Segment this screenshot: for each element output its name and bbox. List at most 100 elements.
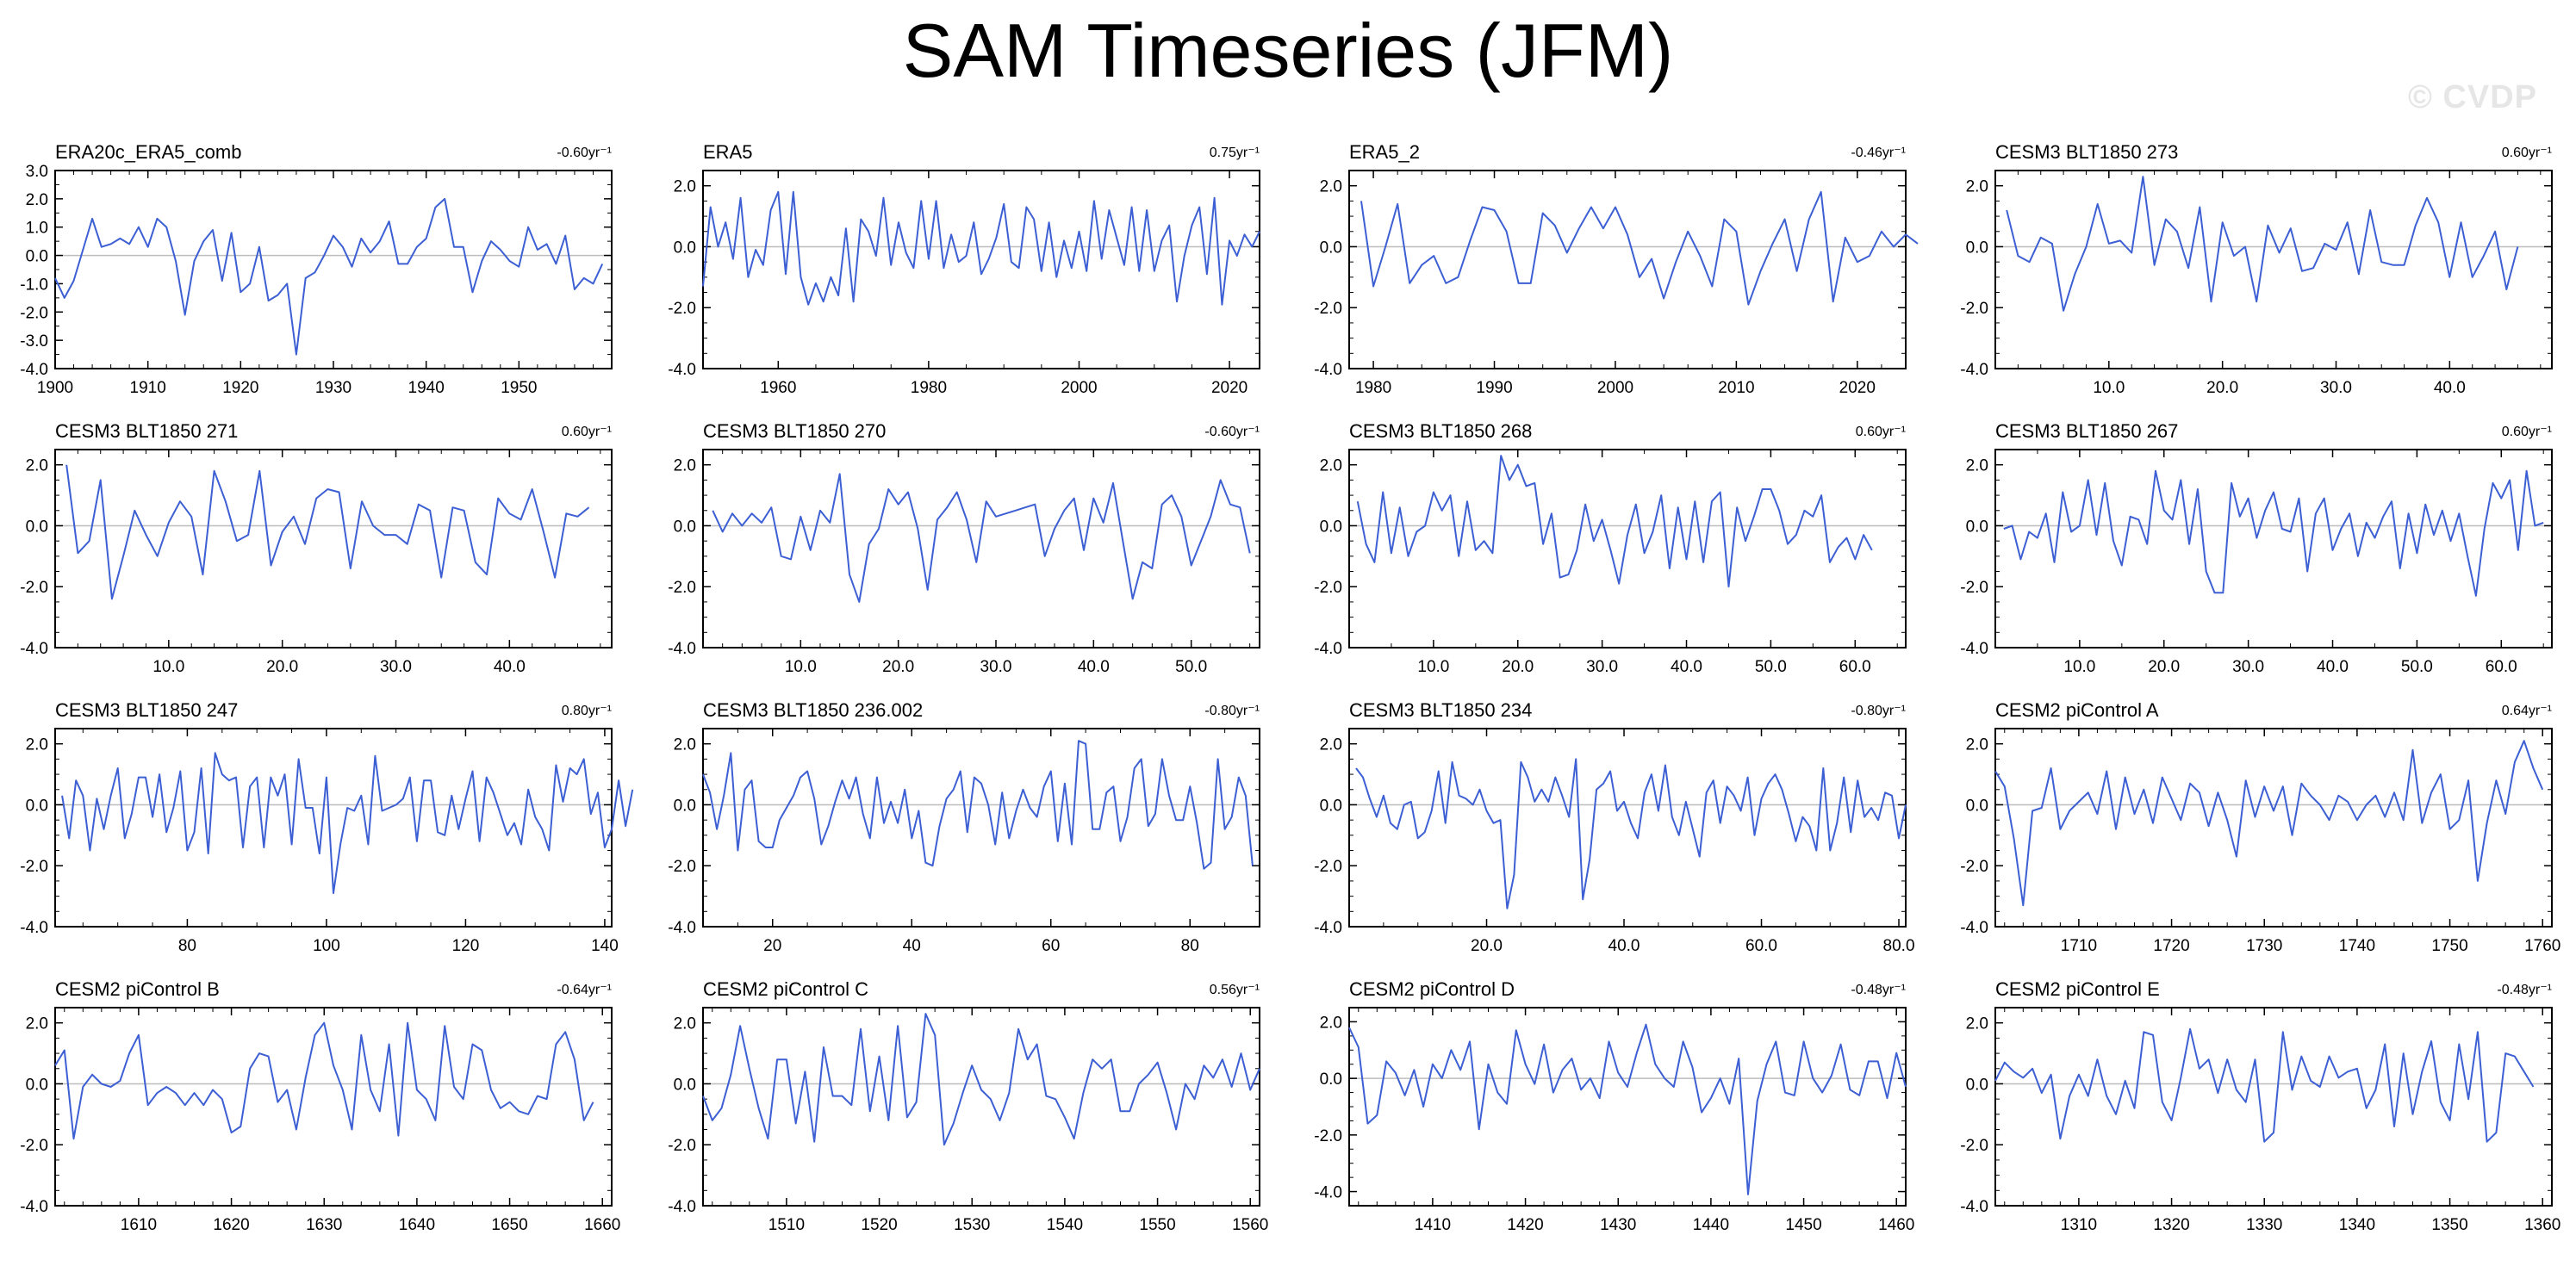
x-tick-label: 20.0 [882, 658, 914, 676]
x-tick-label: 1980 [1355, 379, 1391, 397]
y-tick-label: 0.0 [1320, 518, 1342, 536]
chart-panel: CESM3 BLT1850 273 0.60yr⁻¹ 2.0 0.0 -2.0 -4.0 1… [1960, 141, 2553, 397]
x-tick-label: 1440 [1693, 1216, 1729, 1234]
trend-label: -0.64yr⁻¹ [557, 983, 612, 997]
trend-label: 0.60yr⁻¹ [562, 425, 612, 439]
trend-label: -0.48yr⁻¹ [1851, 983, 1906, 997]
x-tick-label: 40.0 [1671, 658, 1702, 676]
x-tick-label: 20.0 [1502, 658, 1534, 676]
sam-series-line [712, 473, 1251, 603]
y-tick-label: -4.0 [668, 640, 696, 658]
x-tick-label: 30.0 [980, 658, 1012, 676]
trend-label: -0.60yr⁻¹ [557, 146, 612, 160]
y-tick-label: 0.0 [1966, 239, 1988, 257]
chart-panel: CESM3 BLT1850 247 0.80yr⁻¹ 2.0 0.0 -2.0 -4.0 8… [20, 699, 634, 955]
sam-series-line [1994, 740, 2544, 907]
sam-series-line [65, 464, 590, 600]
x-tick-label: 60.0 [1745, 937, 1777, 955]
y-tick-label: 2.0 [1320, 178, 1342, 196]
y-tick-label: -2.0 [668, 300, 696, 318]
x-tick-label: 1660 [584, 1216, 620, 1234]
y-tick-label: -4.0 [668, 919, 696, 937]
x-tick-label: 2020 [1211, 379, 1248, 397]
y-tick-label: -4.0 [668, 361, 696, 379]
x-tick-label: 1630 [306, 1216, 342, 1234]
x-tick-label: 1450 [1785, 1216, 1821, 1234]
y-tick-label: 0.0 [1320, 1071, 1342, 1089]
y-tick-label: 2.0 [1966, 736, 1988, 754]
chart-title: CESM2 piControl C [703, 978, 868, 1000]
y-tick-label: -2.0 [1960, 300, 1988, 318]
page-title: SAM Timeseries (JFM) [902, 8, 1674, 93]
y-tick-label: -4.0 [1314, 361, 1342, 379]
x-tick-label: 1920 [222, 379, 258, 397]
x-tick-label: 40.0 [2317, 658, 2349, 676]
y-tick-label: -2.0 [20, 579, 48, 597]
plot-frame [702, 449, 1260, 649]
x-tick-label: 1420 [1507, 1216, 1543, 1234]
y-tick-label: 0.0 [1966, 797, 1988, 815]
trend-label: 0.60yr⁻¹ [2502, 146, 2552, 160]
plot-frame [1994, 1007, 2553, 1207]
y-tick-label: -4.0 [1314, 919, 1342, 937]
plot-frame [1348, 1007, 1907, 1207]
sam-series-line [1355, 758, 1907, 909]
y-tick-label: -4.0 [20, 919, 48, 937]
chart-panel: CESM2 piControl B -0.64yr⁻¹ 2.0 0.0 -2.0 -4.0… [20, 978, 620, 1234]
plot-frame [54, 1007, 613, 1207]
y-tick-label: -2.0 [668, 579, 696, 597]
y-tick-label: -4.0 [1960, 361, 1988, 379]
x-tick-label: 10.0 [785, 658, 817, 676]
y-tick-label: -2.0 [20, 858, 48, 876]
x-tick-label: 10.0 [1417, 658, 1449, 676]
plot-frame [702, 728, 1260, 928]
x-tick-label: 10.0 [2063, 658, 2095, 676]
x-tick-label: 30.0 [380, 658, 412, 676]
chart-panel: CESM3 BLT1850 271 0.60yr⁻¹ 2.0 0.0 -2.0 -4.0 1… [20, 420, 613, 676]
y-tick-label: 2.0 [26, 191, 48, 209]
chart-panel: CESM3 BLT1850 236.002 -0.80yr⁻¹ 2.0 0.0 -2.0… [668, 699, 1260, 955]
y-tick-label: 0.0 [674, 239, 696, 257]
chart-panel: CESM3 BLT1850 234 -0.80yr⁻¹ 2.0 0.0 -2.0 -4.0… [1314, 699, 1914, 955]
chart-title: CESM3 BLT1850 271 [55, 420, 238, 442]
chart-panel: CESM3 BLT1850 267 0.60yr⁻¹ 2.0 0.0 -2.0 -4.0 1… [1960, 420, 2553, 676]
sam-series-line [54, 1021, 594, 1140]
y-tick-label: 0.0 [1320, 239, 1342, 257]
y-tick-label: 0.0 [1966, 518, 1988, 536]
y-tick-label: 2.0 [1966, 178, 1988, 196]
y-tick-label: 0.0 [26, 518, 48, 536]
y-tick-label: -2.0 [1960, 579, 1988, 597]
y-tick-label: -4.0 [1960, 640, 1988, 658]
x-tick-label: 80 [178, 937, 196, 955]
sam-series-line [2006, 176, 2519, 312]
chart-title: CESM2 piControl B [55, 978, 220, 1000]
y-tick-label: -2.0 [1960, 858, 1988, 876]
trend-label: 0.75yr⁻¹ [1210, 146, 1260, 160]
chart-title: CESM2 piControl D [1349, 978, 1515, 1000]
y-tick-label: 2.0 [26, 1015, 48, 1033]
x-tick-label: 2000 [1597, 379, 1633, 397]
x-tick-label: 40.0 [2434, 379, 2466, 397]
x-tick-label: 50.0 [2401, 658, 2433, 676]
trend-label: -0.46yr⁻¹ [1851, 146, 1906, 160]
x-tick-label: 1540 [1047, 1216, 1083, 1234]
x-tick-label: 140 [591, 937, 619, 955]
y-tick-label: 0.0 [26, 248, 48, 266]
y-tick-label: -2.0 [1314, 1127, 1342, 1145]
trend-label: 0.64yr⁻¹ [2502, 704, 2552, 718]
chart-title: CESM3 BLT1850 270 [703, 420, 886, 442]
x-tick-label: 1760 [2524, 937, 2560, 955]
y-tick-label: -4.0 [1314, 640, 1342, 658]
x-tick-label: 1530 [954, 1216, 990, 1234]
x-tick-label: 40 [903, 937, 921, 955]
y-tick-label: -2.0 [668, 858, 696, 876]
y-tick-label: 2.0 [674, 1015, 696, 1033]
chart-title: CESM2 piControl E [1995, 978, 2160, 1000]
chart-title: CESM3 BLT1850 234 [1349, 699, 1532, 721]
x-tick-label: 50.0 [1175, 658, 1207, 676]
x-tick-label: 1980 [911, 379, 947, 397]
y-tick-label: 2.0 [1966, 457, 1988, 475]
x-tick-label: 1310 [2061, 1216, 2097, 1234]
x-tick-label: 10.0 [152, 658, 184, 676]
x-tick-label: 1910 [130, 379, 166, 397]
